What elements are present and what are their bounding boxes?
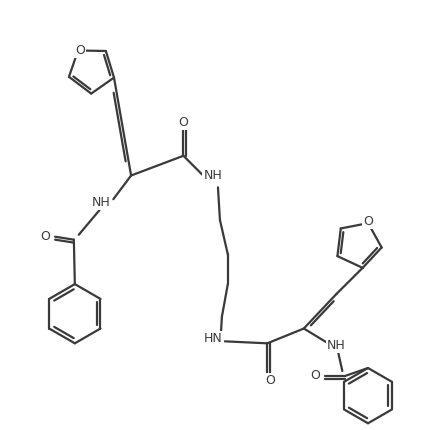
- Text: O: O: [363, 215, 373, 227]
- Text: NH: NH: [92, 196, 111, 209]
- Text: O: O: [178, 116, 188, 129]
- Text: O: O: [310, 369, 319, 382]
- Text: O: O: [40, 230, 50, 243]
- Text: NH: NH: [204, 169, 222, 182]
- Text: HN: HN: [204, 332, 222, 345]
- Text: NH: NH: [327, 339, 346, 352]
- Text: O: O: [75, 44, 85, 57]
- Text: O: O: [265, 375, 275, 387]
